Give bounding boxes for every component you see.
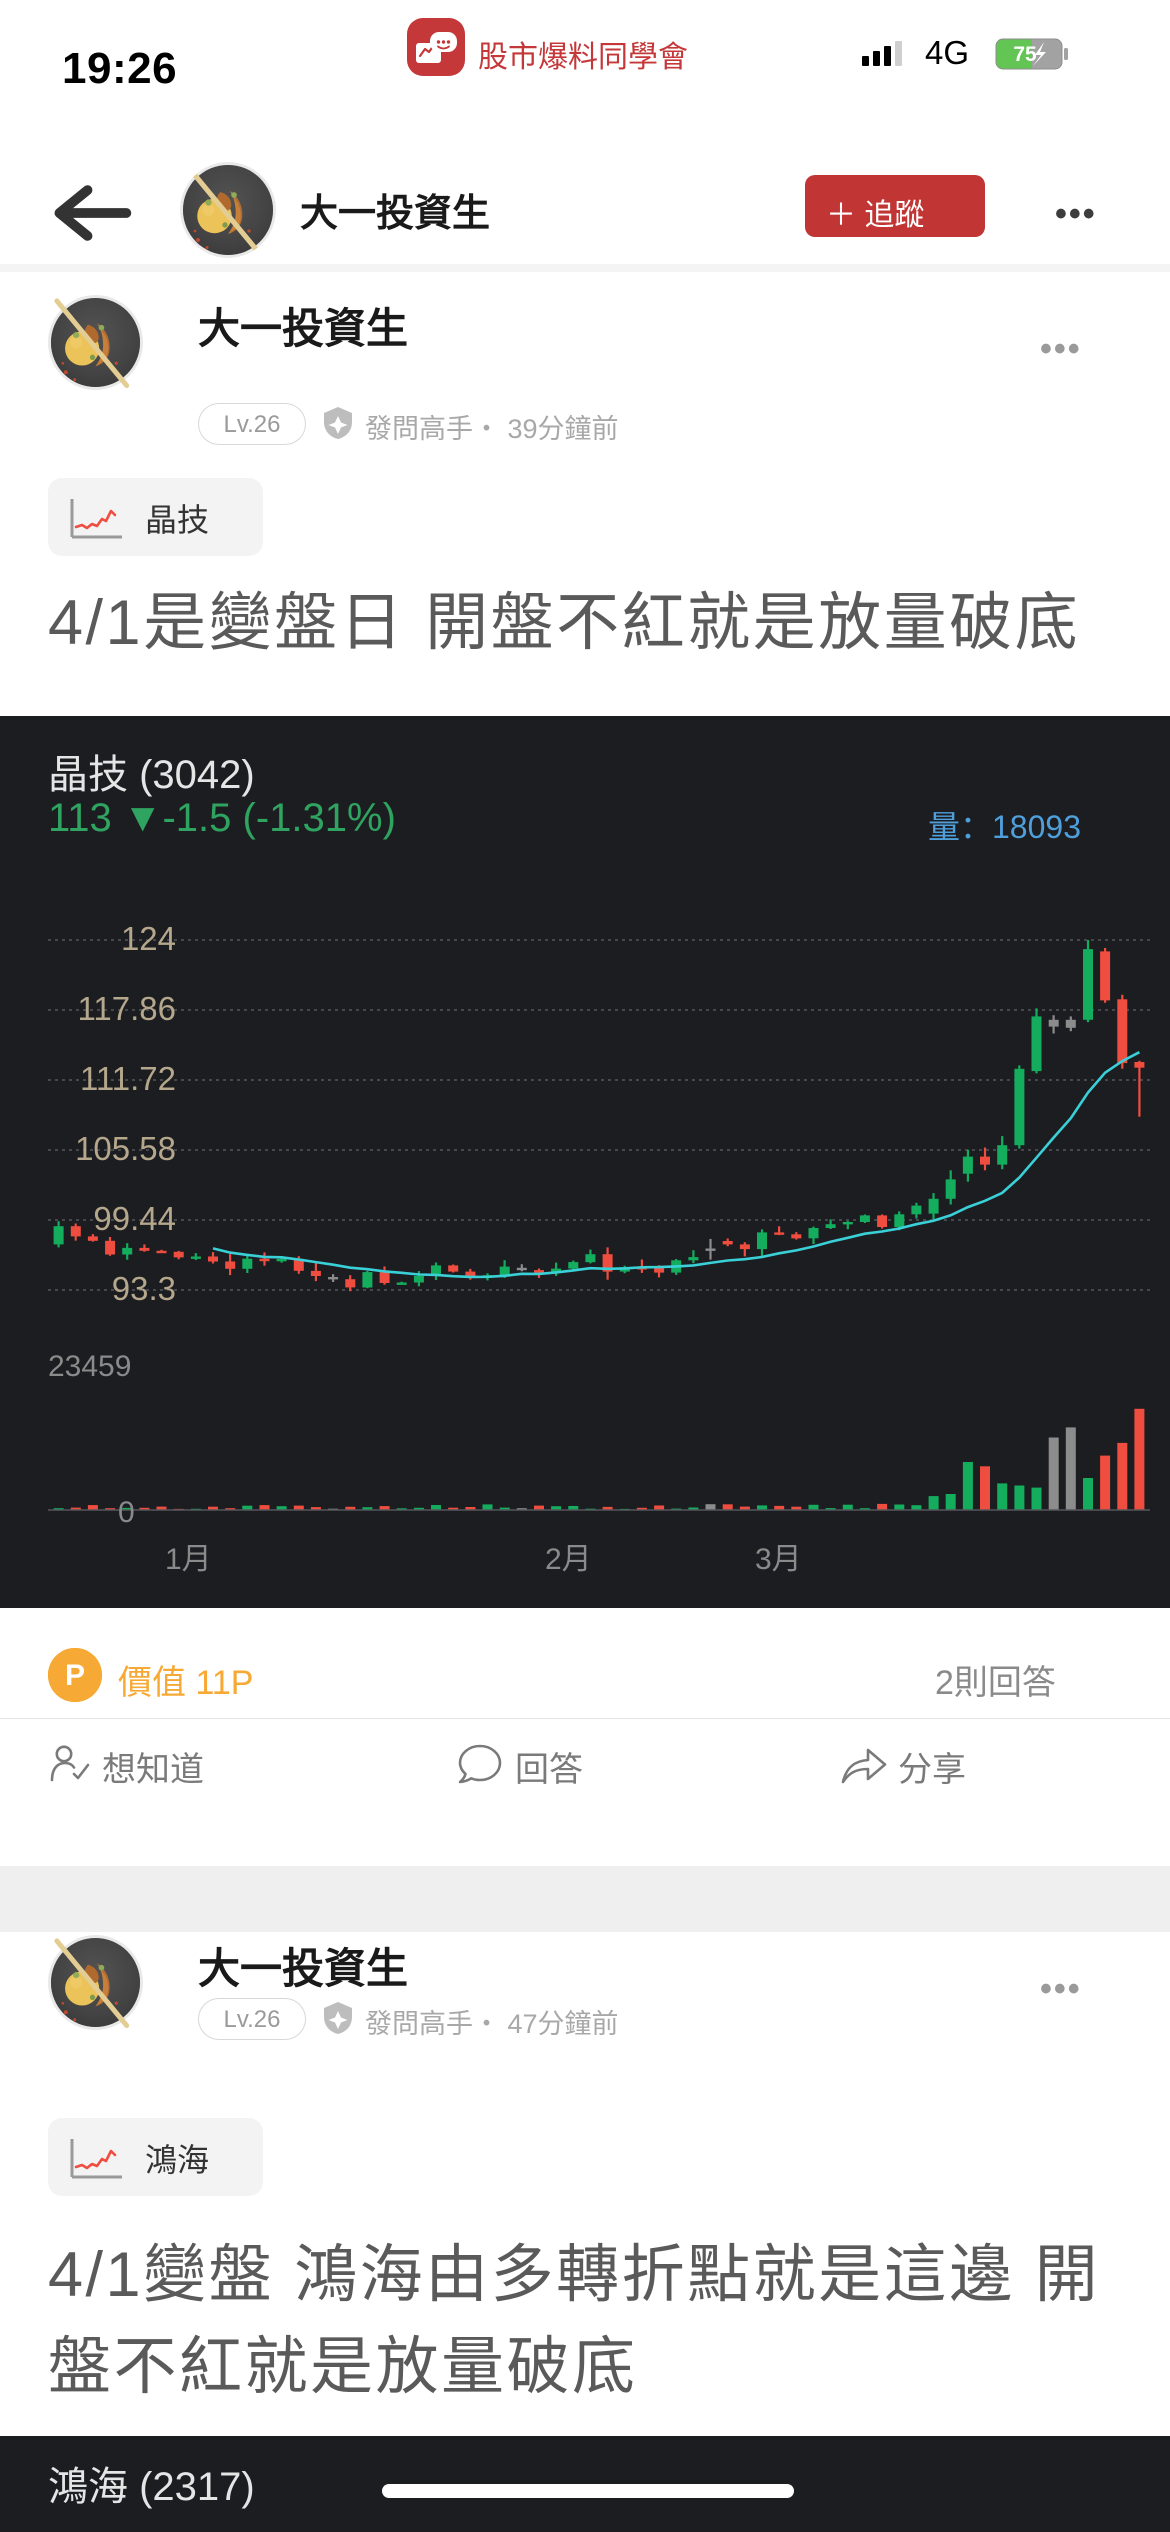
svg-text:P: P — [65, 1659, 85, 1692]
svg-text:3月: 3月 — [755, 1543, 802, 1576]
svg-text:111.72: 111.72 — [80, 1060, 176, 1097]
svg-text:93.3: 93.3 — [112, 1270, 176, 1307]
svg-text:23459: 23459 — [48, 1350, 131, 1383]
svg-text:2月: 2月 — [545, 1543, 592, 1576]
svg-text:117.86: 117.86 — [78, 990, 176, 1027]
svg-text:105.58: 105.58 — [75, 1130, 176, 1167]
svg-text:1月: 1月 — [165, 1543, 212, 1576]
svg-text:124: 124 — [121, 920, 176, 957]
svg-text:75: 75 — [1013, 43, 1037, 66]
svg-text:99.44: 99.44 — [93, 1200, 176, 1237]
svg-text:0: 0 — [118, 1496, 135, 1529]
